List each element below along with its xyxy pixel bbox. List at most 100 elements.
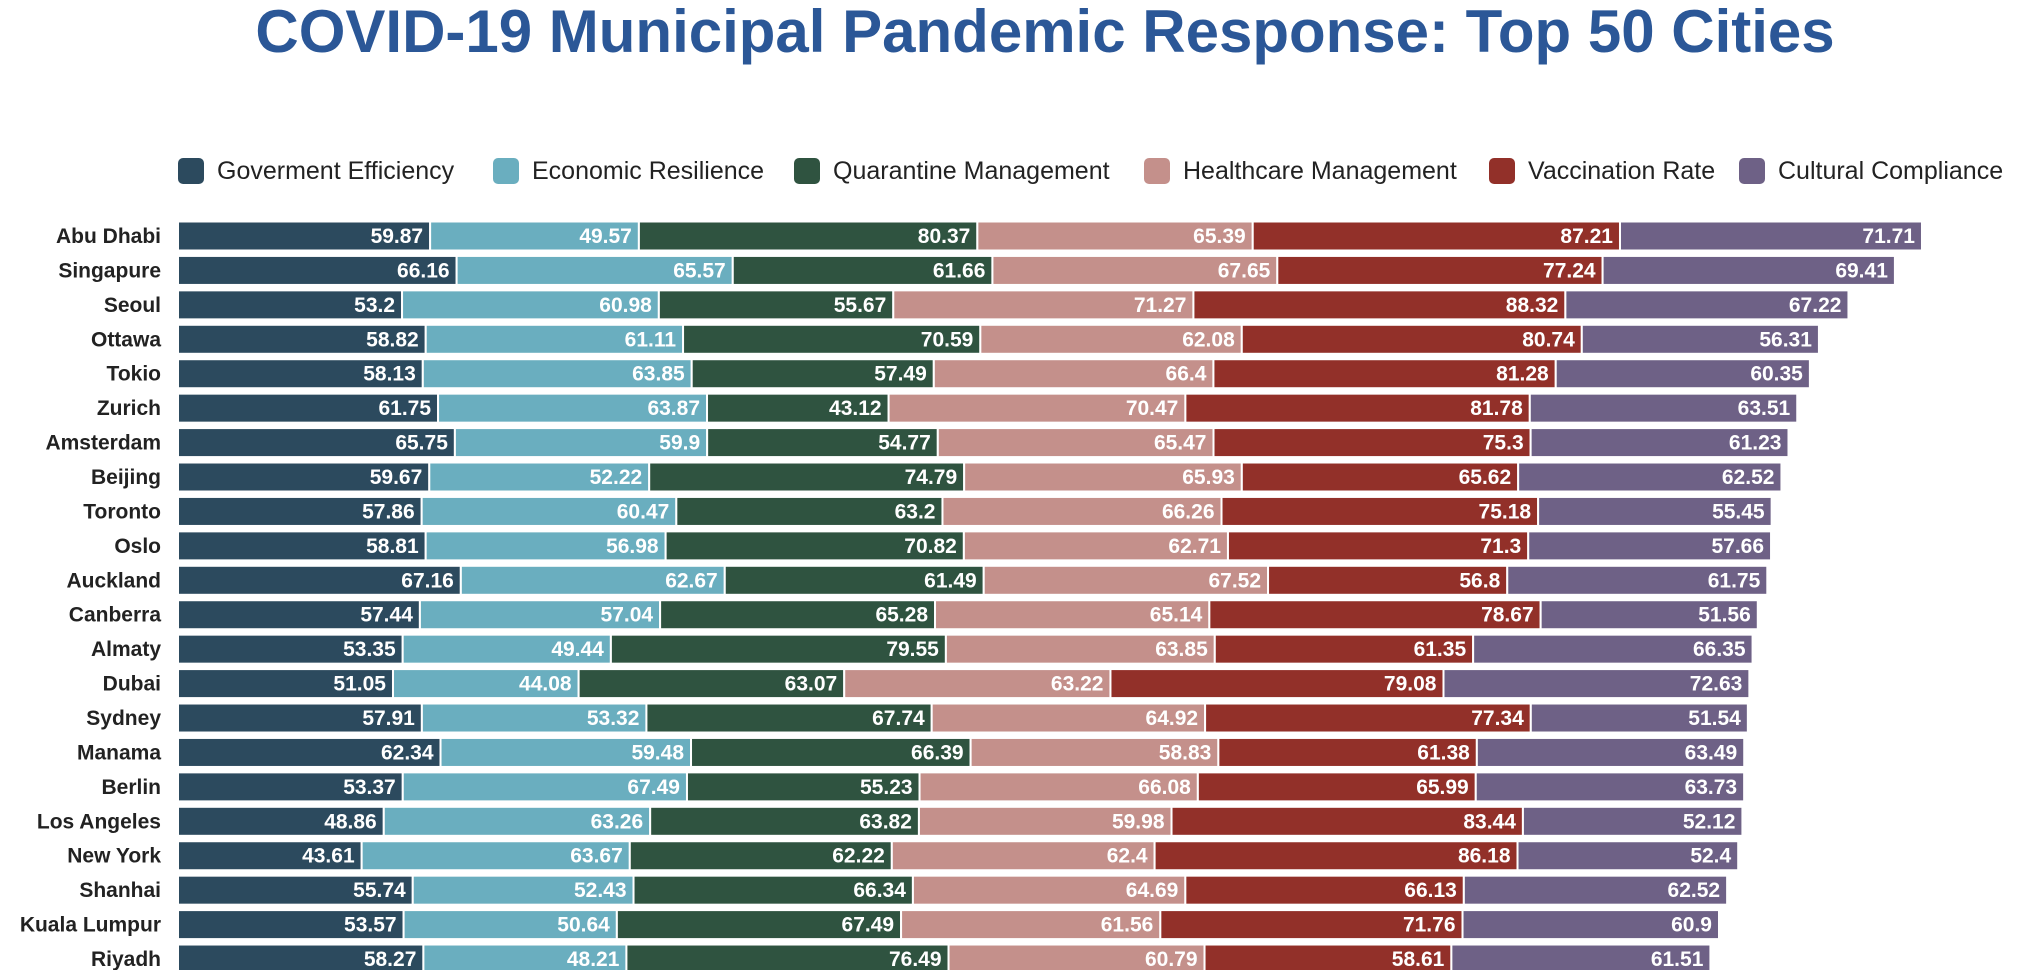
data-label: 54.77 xyxy=(878,432,931,455)
data-label: 67.22 xyxy=(1789,294,1842,317)
data-label: 60.9 xyxy=(1671,914,1712,937)
data-label: 69.41 xyxy=(1835,259,1888,282)
data-label: 67.49 xyxy=(627,776,680,799)
data-label: 51.05 xyxy=(333,673,386,696)
data-label: 63.73 xyxy=(1685,776,1738,799)
bar-segment-goverment-efficiency xyxy=(177,668,394,700)
bar-segment-economic-resilience xyxy=(420,495,678,527)
y-tick-label: Almaty xyxy=(91,638,161,661)
data-label: 62.52 xyxy=(1722,466,1775,489)
bar-segment-cultural-compliance xyxy=(1580,323,1820,355)
y-tick-label: Seoul xyxy=(104,294,161,317)
bar-segment-goverment-efficiency xyxy=(177,530,427,562)
data-label: 61.66 xyxy=(933,259,986,282)
bar-row-toronto: Toronto 57.86 60.47 63.2 66.26 75.18 55.45 xyxy=(83,495,1773,527)
y-tick-label: Canberra xyxy=(69,604,162,627)
bar-segment-quarantine-management xyxy=(659,599,937,631)
data-label: 62.34 xyxy=(381,741,434,764)
bar-segment-healthcare-management xyxy=(918,771,1199,803)
bar-segment-quarantine-management xyxy=(664,530,965,562)
data-label: 52.22 xyxy=(590,466,643,489)
bar-segment-goverment-efficiency xyxy=(177,358,424,390)
data-label: 52.43 xyxy=(574,879,627,902)
y-tick-label: Oslo xyxy=(114,535,161,558)
data-label: 43.12 xyxy=(829,397,882,420)
data-label: 52.4 xyxy=(1690,845,1731,868)
y-tick-label: Abu Dhabi xyxy=(56,225,161,248)
chart-title: COVID-19 Municipal Pandemic Response: To… xyxy=(255,0,1835,65)
bar-segment-goverment-efficiency xyxy=(177,702,423,734)
data-label: 77.24 xyxy=(1543,259,1596,282)
data-label: 61.23 xyxy=(1729,432,1782,455)
data-label: 71.3 xyxy=(1480,535,1521,558)
data-label: 67.16 xyxy=(401,569,454,592)
bar-segment-cultural-compliance xyxy=(1529,427,1790,459)
legend-swatch xyxy=(178,158,204,184)
bar-segment-cultural-compliance xyxy=(1554,358,1811,390)
data-label: 65.47 xyxy=(1154,432,1207,455)
data-label: 58.27 xyxy=(364,948,417,970)
bar-segment-economic-resilience xyxy=(455,254,734,286)
bar-segment-quarantine-management xyxy=(648,461,966,493)
y-tick-label: Zurich xyxy=(97,397,161,420)
data-label: 65.28 xyxy=(875,604,928,627)
bar-segment-healthcare-management xyxy=(944,633,1216,665)
bar-segment-cultural-compliance xyxy=(1528,392,1799,424)
bar-segment-vaccination-rate xyxy=(1212,427,1532,459)
data-label: 53.2 xyxy=(354,294,395,317)
bar-segment-cultural-compliance xyxy=(1462,874,1729,906)
y-tick-label: New York xyxy=(67,845,161,868)
data-label: 51.56 xyxy=(1698,604,1751,627)
bar-segment-healthcare-management xyxy=(982,564,1270,596)
data-label: 64.92 xyxy=(1146,707,1199,730)
bar-row-kuala-lumpur: Kuala Lumpur 53.57 50.64 67.49 61.56 71.76 60.… xyxy=(20,909,1720,941)
legend-label: Economic Resilience xyxy=(532,157,765,185)
y-tick-label: Amsterdam xyxy=(45,432,161,455)
bar-segment-vaccination-rate xyxy=(1109,668,1445,700)
data-label: 66.4 xyxy=(1166,363,1207,386)
data-label: 66.13 xyxy=(1404,879,1457,902)
data-label: 63.07 xyxy=(785,673,838,696)
bar-row-ottawa: Ottawa 58.82 61.11 70.59 62.08 80.74 56.31 xyxy=(91,323,1820,355)
legend-label: Goverment Efficiency xyxy=(217,157,455,185)
data-label: 55.45 xyxy=(1712,500,1765,523)
bar-segment-healthcare-management xyxy=(969,736,1220,768)
bar-segment-healthcare-management xyxy=(936,427,1215,459)
data-label: 58.82 xyxy=(366,328,419,351)
data-label: 65.99 xyxy=(1416,776,1469,799)
data-label: 83.44 xyxy=(1463,810,1516,833)
bar-segment-cultural-compliance xyxy=(1450,943,1712,970)
bar-segment-economic-resilience xyxy=(401,289,660,321)
data-label: 57.44 xyxy=(360,604,413,627)
y-tick-label: Shanhai xyxy=(79,879,161,902)
legend-swatch xyxy=(1739,158,1765,184)
bar-row-beijing: Beijing 59.67 52.22 74.79 65.93 65.62 62.52 xyxy=(91,461,1783,493)
bar-segment-economic-resilience xyxy=(391,668,580,700)
bar-segment-healthcare-management xyxy=(979,323,1243,355)
bar-segment-vaccination-rate xyxy=(1213,633,1475,665)
bar-segment-goverment-efficiency xyxy=(177,392,440,424)
data-label: 56.98 xyxy=(606,535,659,558)
data-label: 63.26 xyxy=(591,810,644,833)
y-tick-label: Manama xyxy=(77,741,161,764)
bar-segment-quarantine-management xyxy=(685,771,921,803)
bar-row-riyadh: Riyadh 58.27 48.21 76.49 60.79 58.61 61.51 xyxy=(91,943,1712,970)
bar-segment-economic-resilience xyxy=(421,358,693,390)
bar-segment-healthcare-management xyxy=(976,220,1254,252)
bar-segment-healthcare-management xyxy=(963,461,1243,493)
bar-row-almaty: Almaty 53.35 49.44 79.55 63.85 61.35 66.35 xyxy=(91,633,1754,665)
bar-row-manama: Manama 62.34 59.48 66.39 58.83 61.38 63.49 xyxy=(77,736,1746,768)
bar-segment-cultural-compliance xyxy=(1472,633,1754,665)
legend-label: Cultural Compliance xyxy=(1778,157,2004,185)
data-label: 71.76 xyxy=(1403,914,1456,937)
data-label: 65.75 xyxy=(395,432,448,455)
bar-segment-quarantine-management xyxy=(706,427,939,459)
data-label: 60.35 xyxy=(1750,363,1803,386)
data-label: 71.27 xyxy=(1134,294,1187,317)
bar-segment-vaccination-rate xyxy=(1212,358,1557,390)
y-tick-label: Toronto xyxy=(83,500,161,523)
bar-row-dubai: Dubai 51.05 44.08 63.07 63.22 79.08 72.63 xyxy=(103,668,1751,700)
data-label: 63.67 xyxy=(570,845,623,868)
data-label: 59.98 xyxy=(1112,810,1165,833)
data-label: 53.32 xyxy=(587,707,640,730)
